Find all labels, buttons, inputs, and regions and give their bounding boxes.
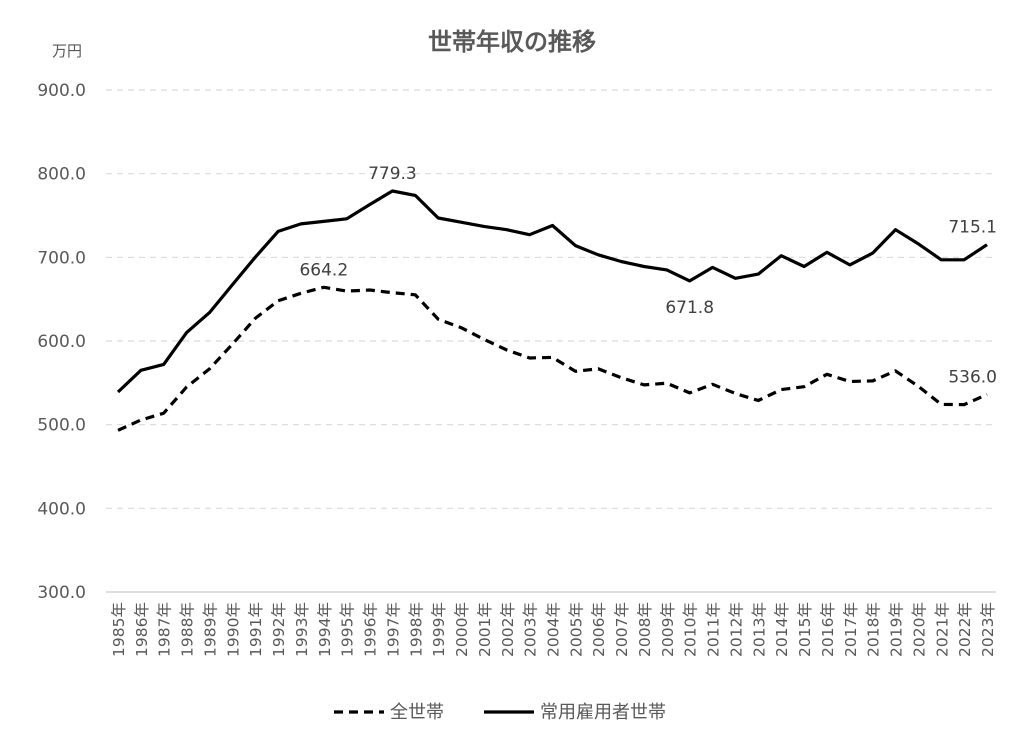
data-label: 664.2: [299, 260, 348, 280]
data-labels: 664.2 779.3 671.8 715.1 536.0: [299, 164, 997, 388]
x-tick-label: 1997年: [384, 602, 402, 657]
x-tick-label: 2001年: [476, 602, 494, 657]
x-tick-label: 2019年: [888, 602, 906, 657]
data-label: 715.1: [948, 218, 997, 238]
y-tick-label: 600.0: [37, 332, 86, 352]
data-label: 671.8: [665, 298, 714, 318]
x-tick-label: 2002年: [499, 602, 517, 657]
series-line-employee-households: [116, 189, 988, 394]
x-tick-label: 2014年: [773, 602, 791, 657]
x-tick-label: 2011年: [705, 602, 723, 657]
legend-label-all-households: 全世帯: [390, 702, 444, 723]
x-tick-label: 1988年: [179, 602, 197, 657]
series-layer: [116, 189, 988, 432]
x-tick-label: 2004年: [545, 602, 563, 657]
x-tick-label: 1992年: [270, 602, 288, 657]
series-line-all-households: [117, 285, 988, 432]
x-tick-label: 1996年: [362, 602, 380, 657]
y-unit-label: 万円: [52, 42, 82, 60]
y-axis-ticks: 900.0 800.0 700.0 600.0 500.0 400.0 300.0: [37, 81, 86, 603]
x-tick-label: 2021年: [933, 602, 951, 657]
x-tick-label: 2013年: [750, 602, 768, 657]
y-tick-label: 700.0: [37, 248, 86, 268]
data-label: 779.3: [368, 164, 417, 184]
x-tick-label: 2015年: [796, 602, 814, 657]
x-tick-label: 2016年: [819, 602, 837, 657]
x-tick-label: 2009年: [659, 602, 677, 657]
x-tick-label: 1987年: [156, 602, 174, 657]
x-tick-label: 1985年: [110, 602, 128, 657]
x-tick-label: 2023年: [979, 602, 997, 657]
chart-title: 世帯年収の推移: [428, 28, 596, 56]
x-tick-label: 1994年: [316, 602, 334, 657]
x-tick-label: 2022年: [956, 602, 974, 657]
x-tick-label: 1990年: [224, 602, 242, 657]
x-tick-label: 1998年: [407, 602, 425, 657]
x-tick-label: 2006年: [590, 602, 608, 657]
x-tick-label: 2012年: [727, 602, 745, 657]
x-tick-label: 2017年: [842, 602, 860, 657]
y-tick-label: 800.0: [37, 165, 86, 185]
x-tick-label: 2000年: [453, 602, 471, 657]
x-tick-label: 2007年: [613, 602, 631, 657]
legend: 全世帯 常用雇用者世帯: [334, 702, 666, 723]
x-tick-label: 2005年: [567, 602, 585, 657]
y-tick-label: 400.0: [37, 499, 86, 519]
x-tick-label: 2020年: [910, 602, 928, 657]
x-tick-label: 2018年: [865, 602, 883, 657]
x-tick-label: 1993年: [293, 602, 311, 657]
y-tick-label: 500.0: [37, 416, 86, 436]
x-axis-ticks: 1985年 1986年 1987年 1988年 1989年 1990年 1991年 1992年…: [110, 602, 997, 657]
x-tick-label: 1999年: [430, 602, 448, 657]
x-tick-label: 1986年: [133, 602, 151, 657]
y-tick-label: 300.0: [37, 583, 86, 603]
legend-label-employee-households: 常用雇用者世帯: [540, 702, 666, 723]
x-tick-label: 2003年: [522, 602, 540, 657]
y-tick-label: 900.0: [37, 81, 86, 101]
x-tick-label: 1995年: [339, 602, 357, 657]
x-tick-label: 1989年: [201, 602, 219, 657]
x-tick-label: 1991年: [247, 602, 265, 657]
data-label: 536.0: [948, 368, 997, 388]
grid-layer: [106, 89, 996, 593]
x-tick-label: 2010年: [682, 602, 700, 657]
x-tick-label: 2008年: [636, 602, 654, 657]
